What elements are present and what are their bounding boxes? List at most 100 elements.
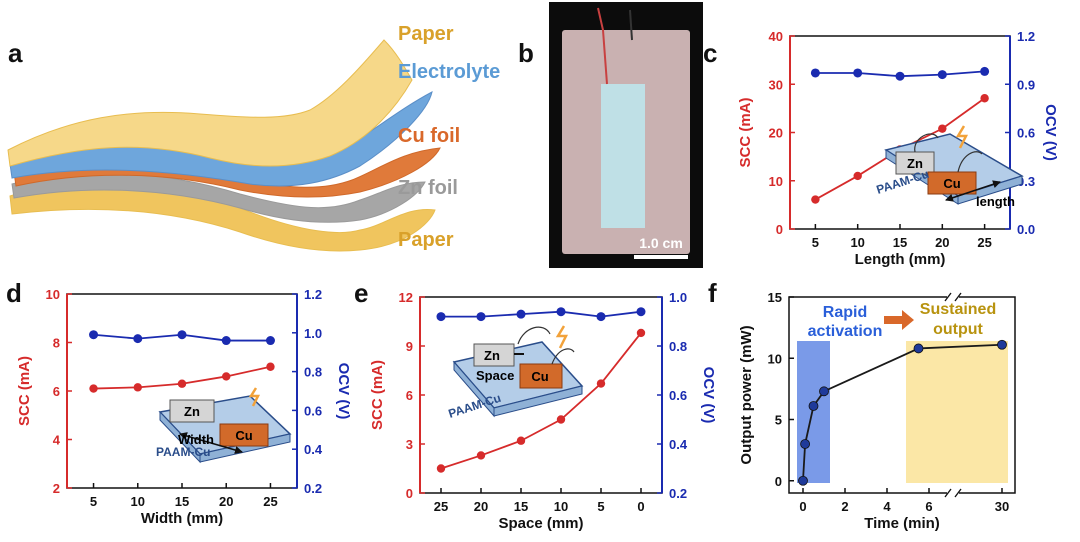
x-tick-label: 10 bbox=[850, 235, 864, 250]
axis-break-bottom bbox=[944, 488, 962, 498]
inset-zn-label: Zn bbox=[907, 156, 923, 171]
y2-axis-title: OCV (V) bbox=[1042, 104, 1059, 161]
paper-top-layer bbox=[7, 39, 413, 167]
lightning-icon bbox=[555, 325, 569, 349]
y-tick-label: 5 bbox=[775, 413, 782, 428]
y2-tick-label: 1.2 bbox=[304, 287, 322, 302]
ocv-point bbox=[556, 307, 566, 317]
y2-tick-label: 0.2 bbox=[669, 486, 687, 501]
transition-arrow-icon bbox=[884, 310, 914, 330]
inset-dim-label: Space bbox=[476, 368, 514, 383]
label-paper-top: Paper bbox=[398, 23, 454, 45]
sustained-output-band bbox=[906, 341, 1008, 483]
ocv-point bbox=[636, 307, 646, 317]
y-tick-label: 20 bbox=[769, 126, 783, 141]
y-tick-label: 2 bbox=[53, 481, 60, 496]
inset-cu-label: Cu bbox=[531, 369, 548, 384]
inset-wires bbox=[517, 326, 575, 365]
panel-a: a Paper Electrolyte Cu foil Zn foil Pape… bbox=[7, 23, 500, 252]
scc-point bbox=[89, 384, 98, 393]
scc-point bbox=[266, 362, 275, 371]
y-tick-label: 6 bbox=[406, 388, 413, 403]
x-tick-label: 4 bbox=[883, 499, 891, 514]
y2-axis-title: OCV (V) bbox=[335, 363, 352, 420]
panel-letter-d: d bbox=[6, 278, 22, 308]
x-tick-label: 15 bbox=[514, 499, 528, 514]
sustained-label-2: output bbox=[933, 321, 983, 338]
y-axis-title: SCC (mA) bbox=[16, 356, 33, 426]
y2-tick-label: 0.0 bbox=[1017, 222, 1035, 237]
gel-slab-side-2 bbox=[493, 385, 583, 417]
axis-break-top bbox=[944, 292, 962, 302]
inset-cu-label: Cu bbox=[235, 428, 252, 443]
scc-point bbox=[222, 372, 231, 381]
chart-d: 2 4 6 8 10 0.2 0.4 0.6 0.8 1.0 1.2 5 10 15 20 25 Width (… bbox=[16, 287, 352, 527]
zn-foil-layer bbox=[11, 172, 426, 223]
ocv-line bbox=[441, 310, 642, 318]
y2-tick-label: 1.0 bbox=[669, 290, 687, 305]
x-tick-label: 0 bbox=[637, 499, 644, 514]
y-tick-label: 0 bbox=[406, 486, 413, 501]
x-tick-label: 25 bbox=[977, 235, 991, 250]
chart-f: Rapid activation Sustained output 0 5 10 15… bbox=[738, 290, 1016, 532]
lightning-icon bbox=[955, 125, 969, 149]
inset-wires bbox=[914, 133, 983, 173]
power-point bbox=[819, 386, 829, 397]
x-tick-label: 10 bbox=[131, 494, 145, 509]
x-tick-label: 15 bbox=[893, 235, 907, 250]
y-tick-label: 10 bbox=[768, 351, 782, 366]
y-tick-label: 10 bbox=[46, 287, 60, 302]
x-tick-label: 15 bbox=[175, 494, 189, 509]
y-axis-title: SCC (mA) bbox=[369, 360, 386, 430]
x-tick-label: 20 bbox=[935, 235, 949, 250]
inset-cu-label: Cu bbox=[943, 176, 960, 191]
cu-block bbox=[519, 363, 563, 389]
x-tick-label: 10 bbox=[554, 499, 568, 514]
zn-block bbox=[169, 399, 215, 423]
power-point bbox=[798, 475, 808, 486]
x-tick-label: 20 bbox=[219, 494, 233, 509]
y-tick-label: 40 bbox=[769, 29, 783, 44]
dimension-arrow bbox=[179, 432, 243, 454]
y-tick-label: 9 bbox=[406, 339, 413, 354]
y2-tick-label: 0.6 bbox=[304, 403, 322, 418]
scc-point bbox=[133, 383, 142, 392]
y-tick-label: 0 bbox=[776, 222, 783, 237]
ocv-point bbox=[596, 312, 606, 322]
y2-tick-label: 0.4 bbox=[669, 437, 688, 452]
x-axis-title: Width (mm) bbox=[141, 510, 223, 527]
scc-line bbox=[440, 332, 642, 470]
wire-2 bbox=[629, 9, 633, 41]
scc-point bbox=[516, 436, 526, 445]
y2-axis-title: OCV (V) bbox=[700, 367, 717, 424]
scc-point bbox=[811, 195, 820, 204]
ocv-point bbox=[133, 334, 143, 344]
y2-tick-label: 0.8 bbox=[669, 339, 687, 354]
x-axis-title: Time (min) bbox=[864, 515, 940, 532]
lightning-icon bbox=[248, 387, 261, 407]
rapid-label-2: activation bbox=[808, 323, 883, 340]
power-point bbox=[800, 439, 810, 449]
x-tick-label: 2 bbox=[841, 499, 848, 514]
x-tick-label: 30 bbox=[995, 499, 1009, 514]
x-tick-label: 0 bbox=[799, 499, 806, 514]
inset-gel-label: PAAM-Cu bbox=[156, 445, 210, 459]
x-tick-label: 25 bbox=[263, 494, 277, 509]
dimension-arrow bbox=[945, 180, 1001, 202]
wire bbox=[597, 7, 608, 85]
label-cu-foil: Cu foil bbox=[398, 125, 460, 147]
label-zn-foil: Zn foil bbox=[398, 177, 458, 199]
ocv-point bbox=[516, 309, 526, 319]
panel-letter-b: b bbox=[518, 38, 534, 68]
y2-tick-label: 1.2 bbox=[1017, 29, 1035, 44]
power-point bbox=[808, 401, 819, 411]
inset-d: Zn Cu Width PAAM-Cu bbox=[156, 387, 292, 464]
chart-e: 0 3 6 9 12 0.2 0.4 0.6 0.8 1.0 25 20 15 10 5 0 Space (mm… bbox=[369, 290, 717, 532]
electrode-patch bbox=[601, 84, 645, 228]
y2-tick-label: 0.6 bbox=[669, 388, 687, 403]
y-tick-label: 10 bbox=[769, 174, 783, 189]
x-axis-title: Length (mm) bbox=[855, 251, 946, 268]
ocv-point bbox=[265, 336, 275, 346]
ocv-point bbox=[853, 68, 863, 78]
scc-point bbox=[853, 171, 862, 181]
